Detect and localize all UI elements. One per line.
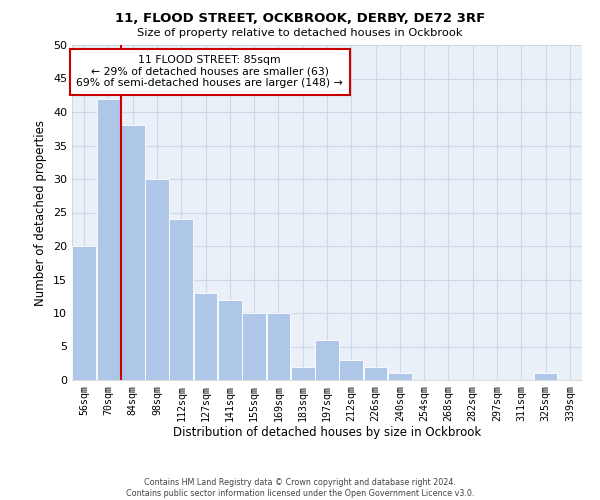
Bar — [121, 126, 145, 380]
Text: Size of property relative to detached houses in Ockbrook: Size of property relative to detached ho… — [137, 28, 463, 38]
Bar — [291, 366, 314, 380]
Bar — [388, 374, 412, 380]
Bar — [266, 313, 290, 380]
Bar — [242, 313, 266, 380]
Bar — [145, 179, 169, 380]
Text: Contains HM Land Registry data © Crown copyright and database right 2024.
Contai: Contains HM Land Registry data © Crown c… — [126, 478, 474, 498]
Text: 11 FLOOD STREET: 85sqm
← 29% of detached houses are smaller (63)
69% of semi-det: 11 FLOOD STREET: 85sqm ← 29% of detached… — [76, 55, 343, 88]
Bar — [169, 219, 193, 380]
Bar — [72, 246, 96, 380]
Bar — [364, 366, 388, 380]
Bar — [97, 98, 121, 380]
Y-axis label: Number of detached properties: Number of detached properties — [34, 120, 47, 306]
Bar — [315, 340, 339, 380]
Bar — [533, 374, 557, 380]
X-axis label: Distribution of detached houses by size in Ockbrook: Distribution of detached houses by size … — [173, 426, 481, 440]
Bar — [218, 300, 242, 380]
Bar — [194, 293, 217, 380]
Bar — [340, 360, 363, 380]
Text: 11, FLOOD STREET, OCKBROOK, DERBY, DE72 3RF: 11, FLOOD STREET, OCKBROOK, DERBY, DE72 … — [115, 12, 485, 26]
